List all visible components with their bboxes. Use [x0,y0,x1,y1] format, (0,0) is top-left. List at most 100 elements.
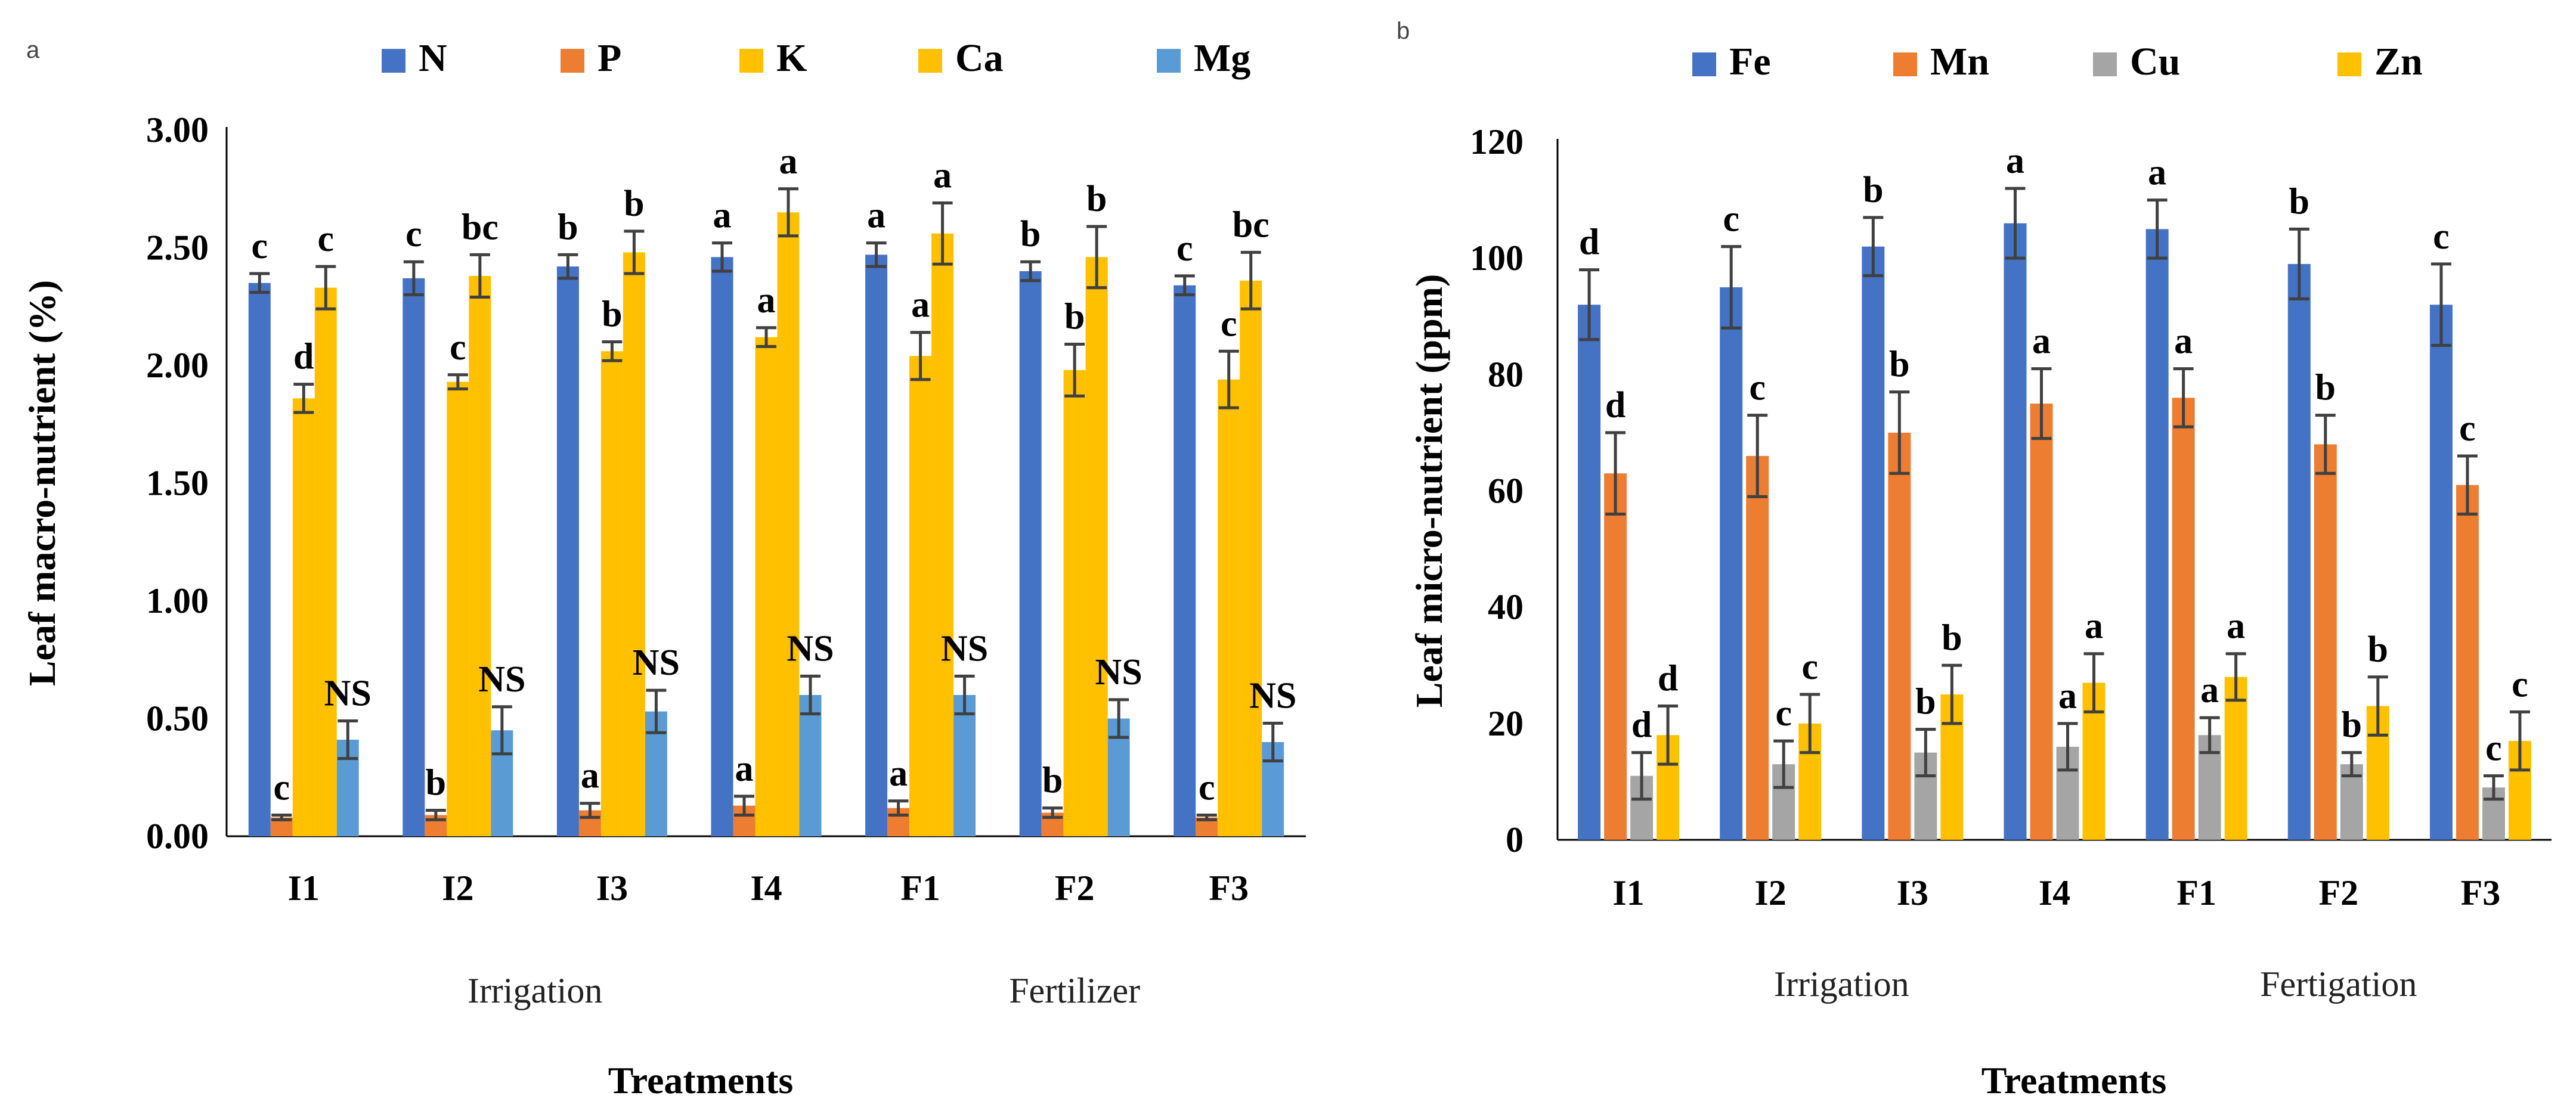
x-axis-title: Treatments [608,1059,793,1101]
legend-swatch-p [561,49,584,73]
legend-swatch-mg [1157,49,1181,73]
y-tick-label: 0 [1506,820,1524,859]
significance-label: b [1915,682,1936,722]
significance-label: a [2058,676,2077,716]
significance-label: d [1579,222,1599,263]
legend-swatch-n [382,49,405,73]
significance-label: a [2006,141,2024,181]
y-tick-label: 100 [1470,238,1524,278]
significance-label: c [1801,647,1818,687]
significance-label: a [2200,670,2219,710]
bar-n-i2 [402,278,425,837]
bar-fe-i3 [1862,246,1885,840]
significance-label: c [2433,216,2450,257]
significance-label: a [779,141,798,182]
y-tick-label: 1.50 [146,464,209,503]
bar-mg-i4 [799,695,822,836]
y-tick-label: 2.50 [146,228,209,268]
significance-label: a [757,280,776,321]
group-label-irrigation: Irrigation [1774,964,1909,1004]
significance-label: c [405,214,422,255]
significance-label: a [911,285,930,325]
significance-label: a [2085,606,2103,647]
significance-label: b [1942,617,1962,658]
bar-mn-i1 [1604,473,1627,840]
significance-label: NS [324,673,371,713]
significance-label: d [1658,659,1678,699]
bar-ca-i4 [777,212,800,836]
significance-label: a [933,155,952,196]
significance-label: b [602,294,622,335]
x-tick-label: F1 [900,868,940,908]
bar-mn-i4 [2030,404,2053,840]
legend-label-mg: Mg [1194,36,1250,80]
legend-label-k: K [776,36,807,80]
bar-mn-i2 [1746,455,1769,840]
bar-k-i4 [755,337,778,836]
significance-label: c [1176,228,1193,269]
significance-label: bc [1233,204,1270,245]
significance-label: b [2368,629,2388,670]
significance-label: c [1199,767,1215,808]
significance-label: c [252,226,268,266]
significance-label: NS [478,659,525,700]
x-tick-label: F3 [1209,868,1249,908]
bar-ca-i1 [314,287,337,836]
significance-label: a [2227,606,2245,647]
significance-label: b [2342,705,2362,746]
bar-fe-f3 [2429,305,2453,840]
significance-label: c [274,767,290,808]
group-label-fertilizer: Fertilizer [1009,971,1140,1010]
panel-letter: a [26,37,40,63]
significance-label: b [426,763,446,803]
significance-label: b [1042,761,1063,801]
bar-k-f1 [909,356,932,836]
x-tick-label: I2 [1755,873,1787,913]
y-tick-label: 1.00 [146,581,209,620]
significance-label: b [2289,181,2309,222]
y-tick-label: 0.50 [146,699,209,738]
significance-label: NS [1249,675,1296,716]
y-tick-label: 40 [1488,588,1524,627]
significance-label: b [1889,345,1909,385]
legend-label-n: N [419,36,447,80]
bar-fe-i4 [2004,223,2027,840]
bar-mg-f1 [953,695,976,836]
significance-label: d [293,337,314,377]
y-axis-title: Leaf macro-nutrient (%) [21,280,63,686]
x-axis-title: Treatments [1981,1059,2166,1101]
significance-label: a [2148,153,2166,193]
group-label-irrigation: Irrigation [467,971,603,1010]
x-tick-label: I3 [1897,873,1928,913]
significance-label: c [1221,303,1237,344]
bar-fe-i1 [1578,305,1601,840]
bar-fe-f1 [2145,229,2169,840]
significance-label: NS [633,643,680,683]
significance-label: b [2315,368,2336,408]
significance-label: c [1749,368,1766,408]
x-tick-label: I2 [442,868,473,908]
significance-label: b [1863,170,1883,210]
bar-fe-f2 [2287,263,2311,840]
legend-swatch-zn [2337,52,2361,76]
significance-label: b [624,184,644,224]
bar-k-i3 [600,351,623,836]
y-tick-label: 3.00 [146,110,209,150]
significance-label: d [1605,385,1626,426]
significance-label: a [581,756,599,796]
significance-label: a [2032,321,2051,362]
bar-n-i1 [248,283,271,836]
significance-label: a [889,753,908,794]
significance-label: a [713,196,732,236]
y-tick-label: 60 [1488,471,1524,511]
x-tick-label: I4 [2039,873,2070,913]
significance-label: b [558,207,578,247]
legend-label-ca: Ca [955,36,1004,80]
bar-k-i1 [292,398,315,836]
bar-n-f1 [865,255,888,837]
chart-panel-a: a N P K Ca Mg 0.00 0.50 1.00 1.50 2.00 2.50 3.00 Leaf… [21,36,1306,1101]
group-label-fertigation: Fertigation [2260,964,2417,1004]
x-tick-label: I1 [1612,873,1644,913]
significance-label: b [1086,179,1107,219]
